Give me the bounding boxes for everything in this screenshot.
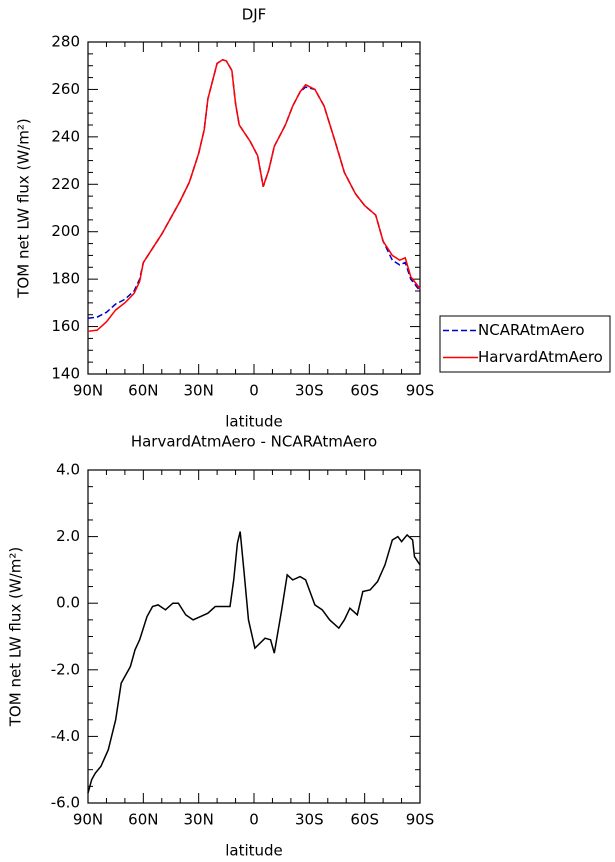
y-tick-label: 180 (51, 270, 80, 288)
x-tick-label: 30N (184, 382, 214, 400)
y-tick-label: 220 (51, 175, 80, 193)
x-tick-label: 90S (406, 811, 435, 829)
chart-title: DJF (242, 6, 267, 24)
y-tick-label: 160 (51, 317, 80, 335)
x-tick-label: 0 (249, 382, 259, 400)
legend-box (439, 315, 611, 373)
data-line (87, 58, 421, 320)
x-axis-label: latitude (225, 413, 283, 431)
x-tick-label: 30S (295, 811, 324, 829)
x-tick-label: 90S (406, 382, 435, 400)
legend-label: NCARAtmAero (478, 321, 585, 339)
x-tick-label: 60S (350, 811, 379, 829)
y-tick-label: 260 (51, 80, 80, 98)
data-line (87, 58, 421, 333)
y-tick-label: 140 (51, 365, 80, 383)
y-tick-label: -2.0 (51, 660, 80, 678)
x-tick-label: 90N (73, 382, 103, 400)
x-tick-label: 30S (295, 382, 324, 400)
y-tick-label: -6.0 (51, 794, 80, 812)
y-tick-label: 240 (51, 127, 80, 145)
x-tick-label: 60S (350, 382, 379, 400)
x-tick-label: 30N (184, 811, 214, 829)
y-tick-label: 0.0 (56, 594, 80, 612)
x-axis-label: latitude (225, 842, 283, 860)
data-line (87, 531, 421, 794)
x-tick-label: 60N (128, 382, 158, 400)
plot-frame (87, 469, 421, 804)
x-tick-label: 0 (249, 811, 259, 829)
y-tick-label: 200 (51, 222, 80, 240)
y-tick-label: 4.0 (56, 461, 80, 479)
y-tick-label: 280 (51, 33, 80, 51)
y-axis-label: TOM net LW flux (W/m²) (7, 547, 25, 727)
x-tick-label: 60N (128, 811, 158, 829)
x-tick-label: 90N (73, 811, 103, 829)
y-tick-label: -4.0 (51, 727, 80, 745)
y-tick-label: 2.0 (56, 527, 80, 545)
plot-frame (87, 41, 421, 375)
chart-title: HarvardAtmAero - NCARAtmAero (131, 433, 377, 451)
y-axis-label: TOM net LW flux (W/m²) (15, 118, 33, 298)
legend-label: HarvardAtmAero (478, 348, 603, 366)
